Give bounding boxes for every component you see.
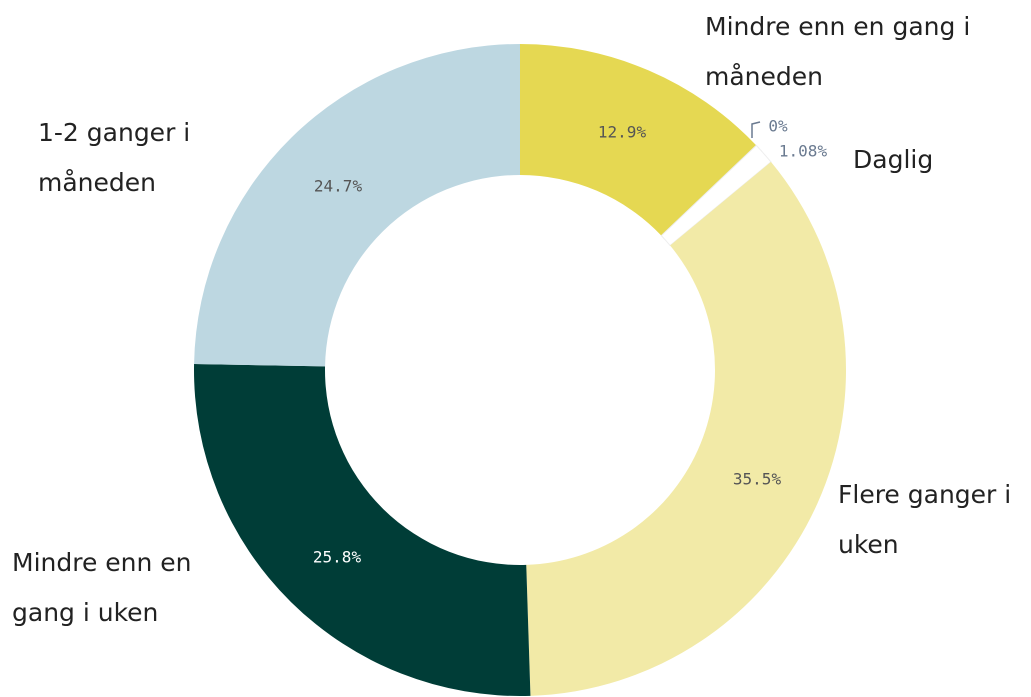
category-label: 1-2 ganger i måneden (38, 118, 191, 197)
donut-slice (526, 161, 846, 696)
value-label: 12.9% (598, 123, 647, 142)
value-label: 24.7% (314, 177, 363, 196)
value-label: 1.08% (779, 142, 828, 161)
donut-slice (520, 44, 757, 236)
donut-slice (194, 44, 520, 367)
category-label: Flere ganger i uken (838, 480, 1012, 559)
leader-line (751, 121, 761, 138)
category-label: Mindre enn en gang i uken (12, 548, 192, 627)
category-label: Mindre enn en gang i måneden (705, 12, 971, 91)
value-label: 25.8% (313, 548, 362, 567)
value-label: 0% (768, 117, 788, 136)
category-label: Daglig (853, 145, 934, 174)
donut-slice (193, 363, 531, 696)
value-label: 35.5% (733, 470, 782, 489)
